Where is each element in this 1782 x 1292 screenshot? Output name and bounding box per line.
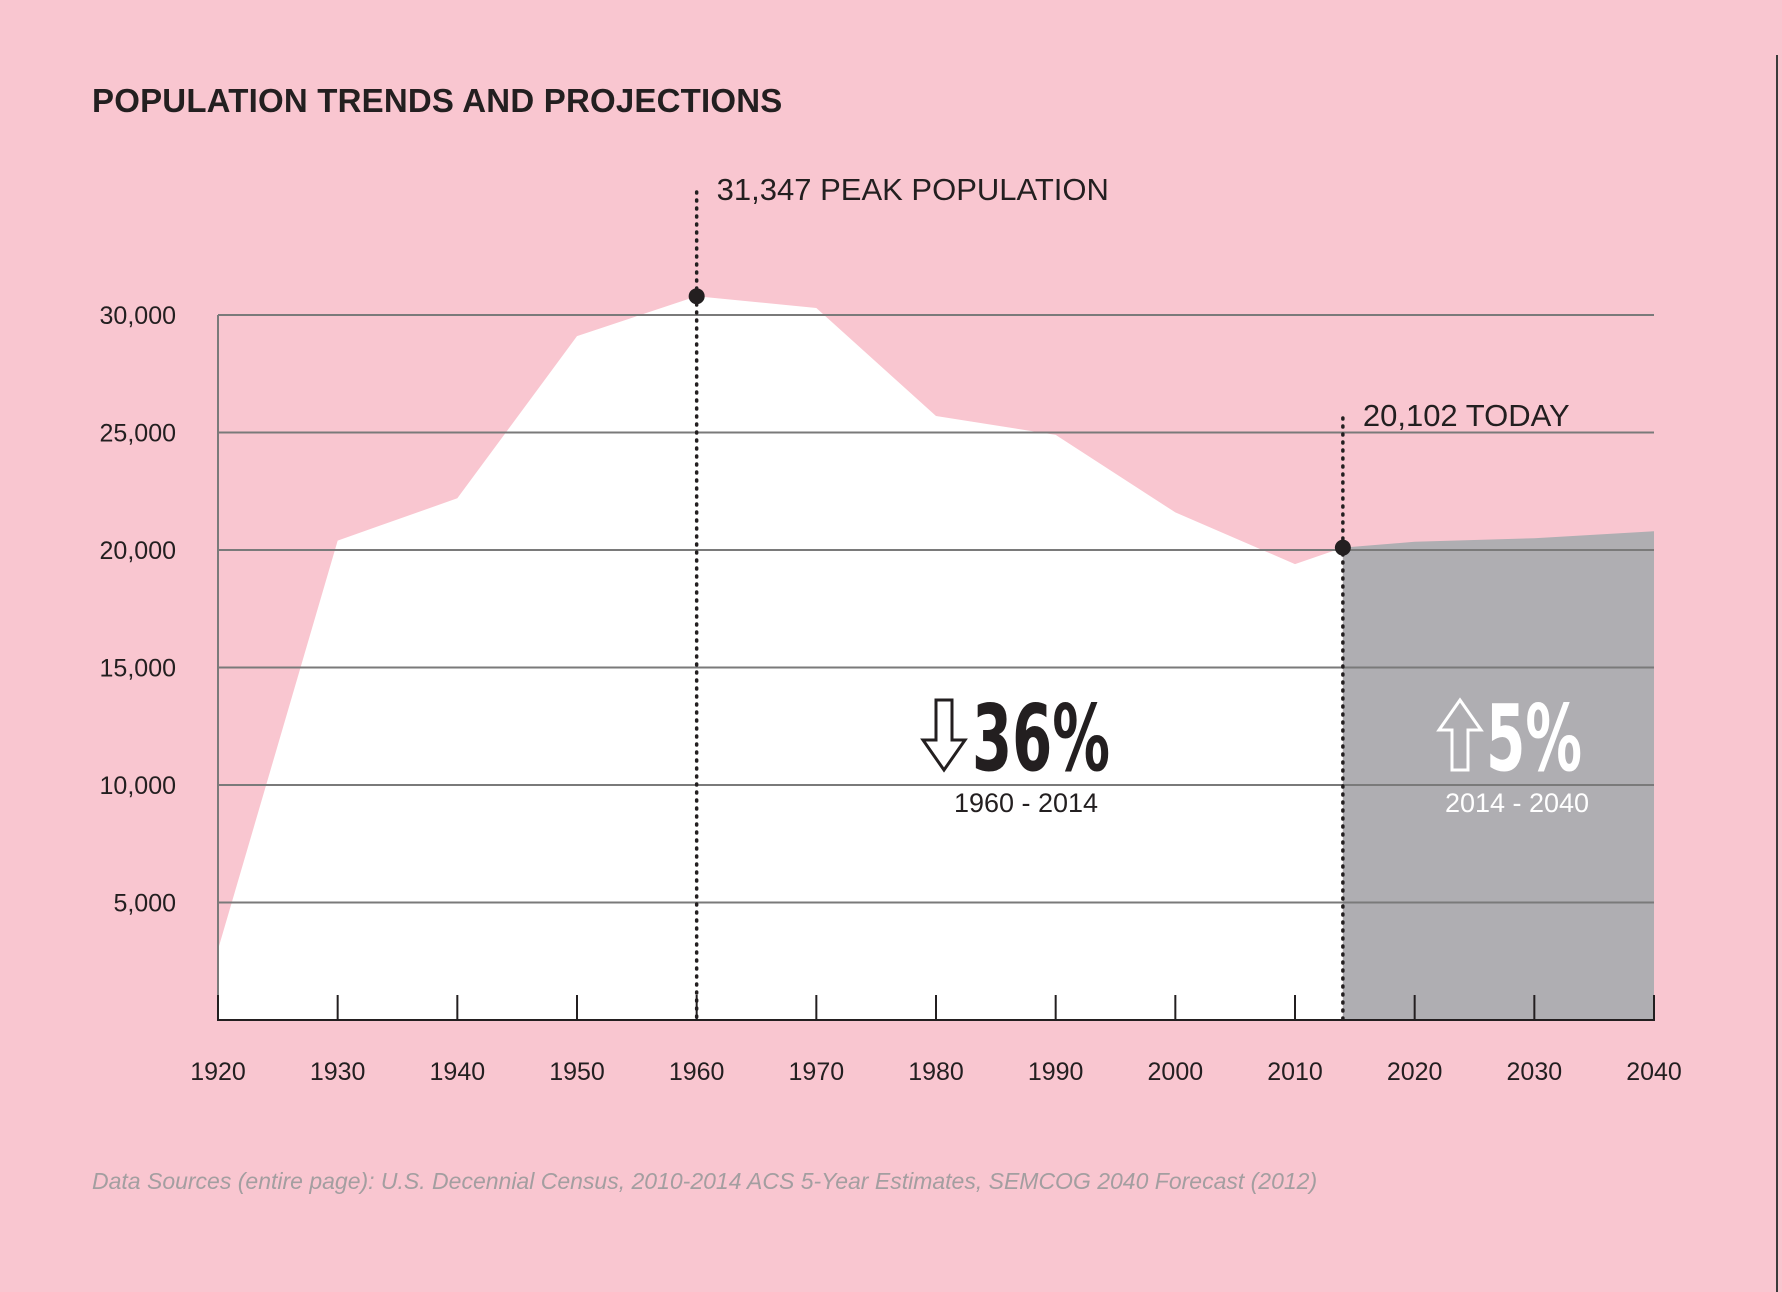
x-tick-label: 2010: [1267, 1058, 1323, 1086]
x-tick-label: 1920: [190, 1058, 246, 1086]
y-tick-label: 15,000: [100, 655, 176, 683]
annotation-point: [688, 288, 705, 305]
x-tick-label: 1990: [1028, 1058, 1084, 1086]
page-title: POPULATION TRENDS AND PROJECTIONS: [92, 82, 783, 119]
y-tick-label: 5,000: [113, 890, 176, 918]
historic-population-area: [218, 296, 1343, 1020]
down-arrow-icon: [920, 698, 968, 773]
x-tick-label: 1950: [549, 1058, 605, 1086]
up-arrow-icon: [1436, 697, 1484, 772]
x-tick-label: 1940: [430, 1058, 486, 1086]
y-tick-label: 25,000: [100, 420, 176, 448]
y-tick-label: 10,000: [100, 772, 176, 800]
y-tick-label: 20,000: [100, 537, 176, 565]
data-source-note: Data Sources (entire page): U.S. Decenni…: [92, 1168, 1318, 1194]
projected-population-area: [1342, 531, 1654, 1020]
y-tick-label: 30,000: [100, 302, 176, 330]
percent-change-value: 36%: [972, 685, 1110, 792]
annotation-label: 31,347 PEAK POPULATION: [717, 172, 1109, 207]
x-tick-label: 2020: [1387, 1058, 1443, 1086]
percent-change-period: 2014 - 2040: [1445, 788, 1589, 818]
x-tick-label: 1970: [789, 1058, 845, 1086]
annotation-point: [1334, 539, 1351, 556]
percent-change-period: 1960 - 2014: [954, 788, 1098, 818]
percent-change-value: 5%: [1486, 685, 1582, 792]
x-tick-label: 2000: [1148, 1058, 1204, 1086]
page-edge-rule: [1776, 55, 1778, 1292]
annotation-label: 20,102 TODAY: [1363, 398, 1570, 433]
x-tick-label: 1960: [669, 1058, 725, 1086]
x-tick-label: 2040: [1626, 1058, 1682, 1086]
x-tick-label: 2030: [1507, 1058, 1563, 1086]
x-tick-label: 1980: [908, 1058, 964, 1086]
x-tick-label: 1930: [310, 1058, 366, 1086]
